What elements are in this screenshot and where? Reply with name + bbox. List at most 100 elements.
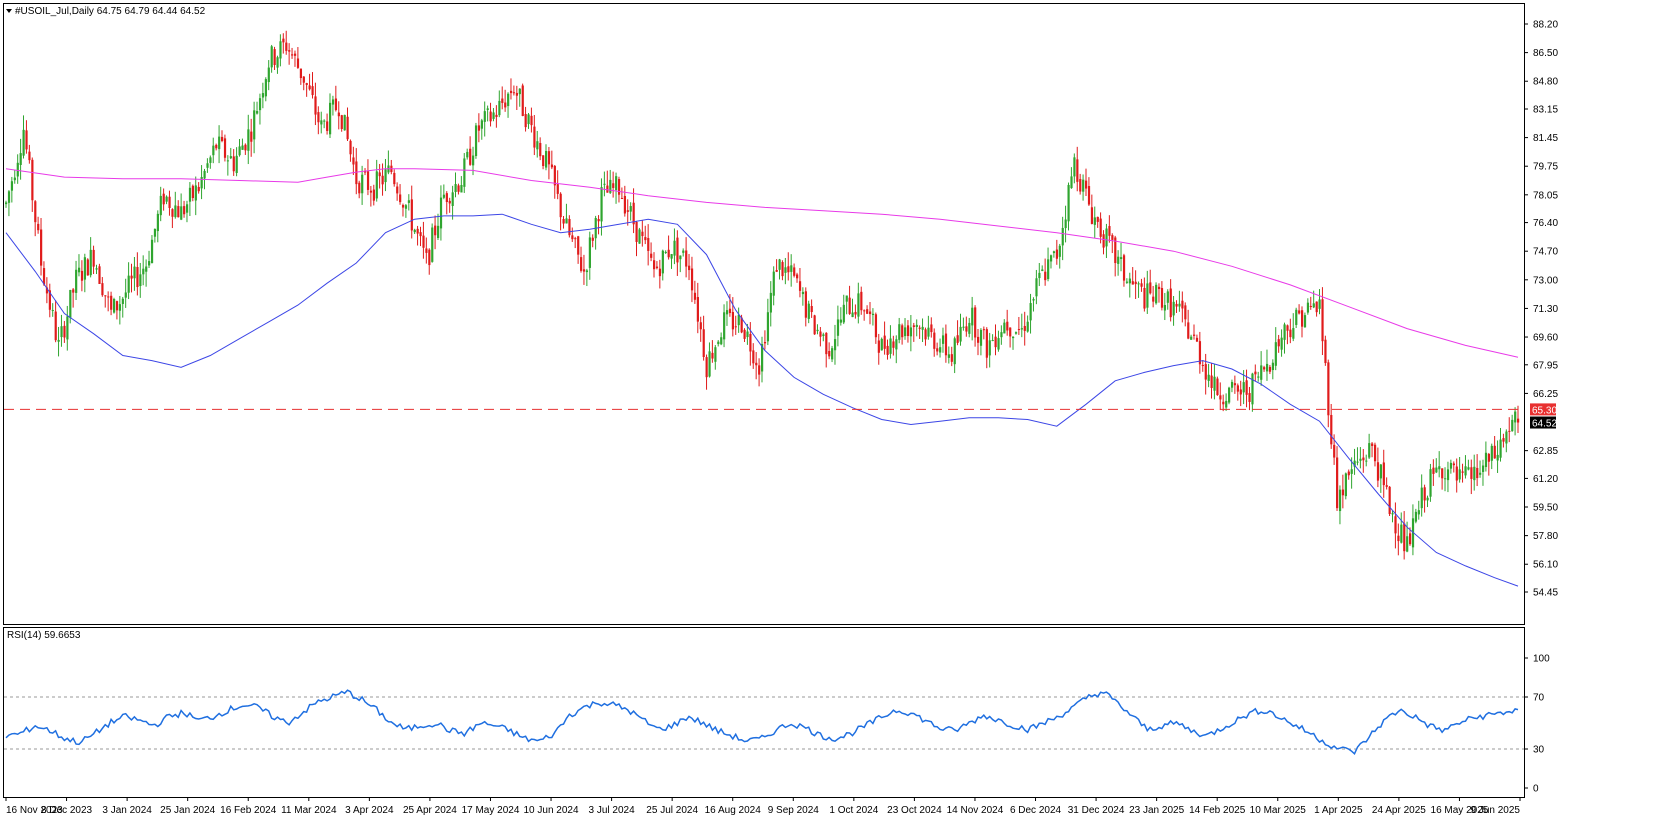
candle-body — [1496, 454, 1499, 461]
candle-body — [842, 304, 845, 323]
candle — [1055, 239, 1059, 265]
candle-body — [1225, 400, 1228, 408]
candle — [787, 252, 790, 281]
candle — [1134, 270, 1137, 300]
candle — [40, 218, 43, 276]
candle — [241, 138, 244, 150]
candle — [524, 106, 527, 132]
candle-body — [1368, 443, 1371, 458]
candle-body — [1096, 216, 1099, 222]
candle — [833, 324, 837, 365]
time-axis-label: 3 Apr 2024 — [345, 805, 394, 816]
candle — [293, 50, 297, 67]
candle — [991, 334, 994, 342]
candle-body — [267, 67, 270, 83]
candle — [1026, 315, 1029, 333]
candle — [1347, 469, 1350, 480]
candle — [1432, 459, 1435, 486]
candle — [866, 305, 869, 315]
candle — [1201, 360, 1204, 372]
candle — [725, 301, 729, 326]
time-axis-label: 9 Sep 2024 — [768, 805, 820, 816]
candle-body — [1055, 249, 1059, 259]
candle — [906, 320, 910, 343]
candle — [1298, 304, 1301, 315]
candle-body — [1047, 259, 1050, 280]
candle — [162, 188, 165, 211]
candle — [276, 55, 279, 74]
candle-body — [1283, 324, 1286, 340]
candle-body — [591, 237, 594, 241]
candle-body — [530, 115, 533, 126]
candle — [772, 266, 775, 306]
price-axis-label: 67.95 — [1533, 360, 1558, 371]
candle-body — [1461, 471, 1464, 473]
candle-body — [880, 338, 883, 351]
candle-body — [1409, 533, 1412, 545]
candle — [1263, 365, 1266, 372]
candle — [512, 85, 516, 96]
candle — [1379, 463, 1383, 493]
candle-body — [1006, 321, 1009, 331]
candle — [206, 158, 209, 173]
candle-body — [1333, 444, 1336, 458]
candle-body — [104, 295, 107, 297]
candle — [1268, 364, 1272, 375]
candle — [1414, 508, 1418, 524]
candle-body — [1473, 466, 1476, 481]
candle — [37, 216, 40, 234]
candle-body — [734, 326, 737, 328]
candle-body — [127, 275, 130, 293]
candle-body — [1484, 452, 1488, 468]
candle — [1122, 253, 1126, 287]
candle-body — [1012, 336, 1015, 339]
candle — [720, 332, 723, 346]
candle — [1099, 212, 1102, 244]
candle-body — [731, 312, 735, 330]
candle — [924, 327, 927, 346]
candle-body — [261, 93, 265, 98]
candle — [54, 300, 57, 343]
candle — [425, 237, 428, 264]
candle-body — [489, 111, 492, 122]
candle — [831, 345, 834, 363]
candle-body — [1505, 431, 1508, 444]
candle — [1012, 336, 1015, 350]
candle-body — [831, 348, 834, 360]
candle-body — [1149, 282, 1152, 294]
candle — [574, 236, 577, 249]
candle — [1228, 386, 1231, 405]
rsi-axis-label: 0 — [1533, 784, 1539, 795]
candle-body — [673, 240, 676, 256]
candle-body — [1090, 207, 1094, 224]
candle-body — [985, 329, 988, 358]
candle-body — [839, 319, 843, 323]
candle-body — [401, 204, 405, 208]
candle-body — [883, 335, 886, 349]
candle — [1388, 486, 1391, 517]
candle-body — [705, 357, 708, 378]
candle — [1114, 235, 1117, 277]
triangle-down-icon[interactable] — [6, 9, 12, 13]
candle-body — [1014, 332, 1018, 334]
candle — [962, 317, 965, 331]
candle-body — [118, 304, 122, 311]
candle — [375, 159, 378, 202]
candle-body — [54, 311, 57, 341]
price-axis-label: 79.75 — [1533, 162, 1558, 173]
candle-body — [110, 295, 113, 310]
candle — [848, 285, 851, 315]
candle — [1449, 459, 1453, 474]
candle-body — [1277, 339, 1280, 347]
candle-body — [644, 237, 647, 241]
candle — [1239, 380, 1242, 407]
candle-body — [650, 253, 653, 258]
candle-body — [892, 341, 895, 348]
candle — [1502, 433, 1505, 448]
candle — [947, 346, 951, 364]
candle — [1283, 322, 1286, 354]
candle-body — [404, 205, 408, 209]
candle-body — [454, 184, 457, 192]
candle-body — [1187, 322, 1190, 339]
